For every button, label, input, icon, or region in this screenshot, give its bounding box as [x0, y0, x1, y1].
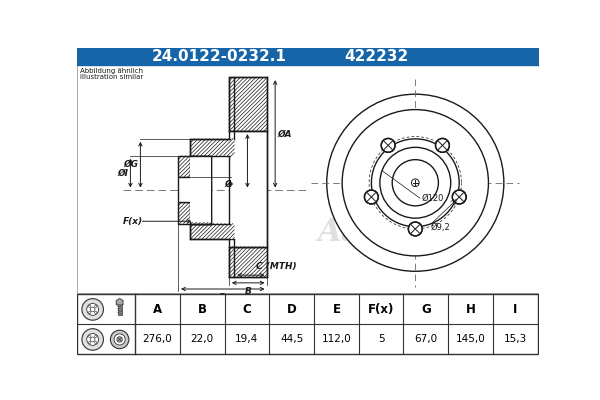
Text: E: E [332, 303, 340, 316]
Text: ØA: ØA [277, 129, 292, 138]
Text: 15,3: 15,3 [504, 334, 527, 344]
Bar [230, 139, 266, 239]
Circle shape [90, 337, 95, 342]
Text: C (MTH): C (MTH) [256, 262, 296, 271]
Circle shape [409, 222, 422, 236]
Circle shape [371, 139, 459, 227]
Text: G: G [421, 303, 431, 316]
Bar [190, 224, 235, 239]
Circle shape [89, 305, 91, 308]
Bar [190, 157, 211, 222]
Bar [229, 77, 268, 131]
Text: B: B [197, 303, 206, 316]
Circle shape [392, 160, 439, 206]
Circle shape [95, 305, 97, 308]
Text: B: B [245, 287, 251, 296]
Circle shape [364, 190, 378, 204]
Circle shape [436, 138, 449, 152]
Circle shape [89, 335, 91, 338]
Text: 44,5: 44,5 [280, 334, 303, 344]
Text: D: D [287, 303, 296, 316]
Circle shape [452, 190, 466, 204]
Text: 24.0122-0232.1: 24.0122-0232.1 [152, 49, 286, 64]
Text: 422232: 422232 [344, 49, 409, 64]
Text: ØE: ØE [224, 180, 238, 188]
Bar [178, 202, 211, 224]
Circle shape [114, 334, 125, 345]
Text: Illustration similar: Illustration similar [80, 74, 143, 80]
Circle shape [117, 337, 122, 342]
Text: ØG: ØG [123, 160, 138, 169]
Bar [190, 139, 235, 156]
Circle shape [82, 299, 103, 320]
Text: 67,0: 67,0 [415, 334, 437, 344]
Circle shape [327, 94, 504, 271]
Circle shape [87, 334, 98, 345]
Circle shape [95, 335, 97, 338]
Circle shape [89, 342, 91, 344]
Text: ØH: ØH [241, 156, 256, 165]
Text: A: A [153, 303, 162, 316]
Circle shape [110, 330, 129, 349]
Text: Ø120: Ø120 [421, 194, 444, 203]
Text: 19,4: 19,4 [235, 334, 259, 344]
Text: F(x): F(x) [123, 217, 143, 226]
Circle shape [90, 307, 95, 312]
Text: C: C [242, 303, 251, 316]
Text: D: D [219, 293, 227, 302]
Circle shape [381, 138, 395, 152]
Text: 145,0: 145,0 [456, 334, 485, 344]
Text: 22,0: 22,0 [191, 334, 214, 344]
Text: I: I [513, 303, 518, 316]
Bar [77, 294, 538, 354]
Text: F(x): F(x) [368, 303, 394, 316]
Circle shape [95, 311, 97, 314]
Text: Ø9,2: Ø9,2 [431, 223, 451, 232]
Bar [178, 177, 211, 202]
Text: 112,0: 112,0 [322, 334, 351, 344]
Bar [229, 131, 268, 247]
Text: H: H [466, 303, 476, 316]
Circle shape [87, 304, 98, 315]
Circle shape [412, 179, 419, 186]
Bar [190, 156, 211, 224]
Bar [77, 48, 539, 65]
Bar [178, 156, 211, 177]
Circle shape [95, 342, 97, 344]
Circle shape [380, 147, 451, 218]
Circle shape [89, 311, 91, 314]
Bar [229, 247, 268, 278]
Text: 5: 5 [378, 334, 385, 344]
Text: ØI: ØI [117, 169, 128, 178]
Polygon shape [116, 299, 123, 306]
Text: Abbildung ähnlich: Abbildung ähnlich [80, 68, 143, 74]
Text: Ate: Ate [317, 217, 374, 248]
Text: 276,0: 276,0 [143, 334, 172, 344]
Bar [77, 65, 539, 293]
Bar [118, 304, 122, 315]
Circle shape [82, 329, 103, 350]
Circle shape [342, 110, 488, 256]
